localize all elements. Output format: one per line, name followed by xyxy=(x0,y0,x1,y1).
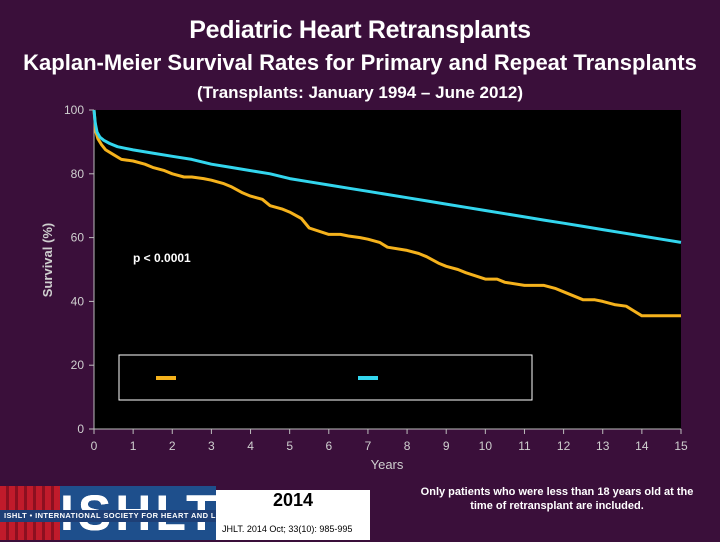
y-tick-label: 20 xyxy=(71,358,85,372)
page-title: Pediatric Heart Retransplants xyxy=(189,16,531,44)
x-tick-label: 4 xyxy=(247,439,254,453)
footnote: Only patients who were less than 18 year… xyxy=(420,486,694,512)
x-tick-label: 5 xyxy=(286,439,293,453)
x-axis-label: Years xyxy=(371,457,404,472)
p-value-annotation: p < 0.0001 xyxy=(133,251,191,265)
x-tick-label: 8 xyxy=(404,439,411,453)
chart-subtitle: Kaplan-Meier Survival Rates for Primary … xyxy=(0,49,720,107)
x-tick-label: 0 xyxy=(91,439,98,453)
series-lines xyxy=(92,109,682,318)
x-tick-label: 7 xyxy=(365,439,372,453)
series-line-primary xyxy=(92,109,682,244)
x-tick-label: 14 xyxy=(635,439,649,453)
y-tick-label: 0 xyxy=(77,422,84,436)
y-tick-label: 40 xyxy=(71,294,85,308)
y-tick-label: 100 xyxy=(64,103,84,117)
subtitle-detail: (Transplants: January 1994 – June 2012) xyxy=(197,83,523,102)
x-tick-label: 13 xyxy=(596,439,610,453)
y-tick-label: 80 xyxy=(71,167,85,181)
subtitle-main: Kaplan-Meier Survival Rates for Primary … xyxy=(23,50,697,75)
x-tick-label: 10 xyxy=(479,439,493,453)
y-tick-label: 60 xyxy=(71,231,85,245)
x-tick-label: 2 xyxy=(169,439,176,453)
x-tick-label: 3 xyxy=(208,439,215,453)
series-line-retransplant xyxy=(92,109,681,318)
journal-box: 2014 JHLT. 2014 Oct; 33(10): 985-995 xyxy=(216,490,370,540)
x-tick-label: 11 xyxy=(518,439,531,453)
y-axis-label: Survival (%) xyxy=(40,223,55,297)
x-tick-label: 9 xyxy=(443,439,450,453)
x-tick-label: 12 xyxy=(557,439,571,453)
journal-year: 2014 xyxy=(272,490,314,510)
x-tick-label: 1 xyxy=(130,439,137,453)
x-tick-label: 15 xyxy=(674,439,688,453)
x-tick-label: 6 xyxy=(325,439,332,453)
legend-box xyxy=(118,354,533,401)
journal-citation: JHLT. 2014 Oct; 33(10): 985-995 xyxy=(222,524,353,534)
